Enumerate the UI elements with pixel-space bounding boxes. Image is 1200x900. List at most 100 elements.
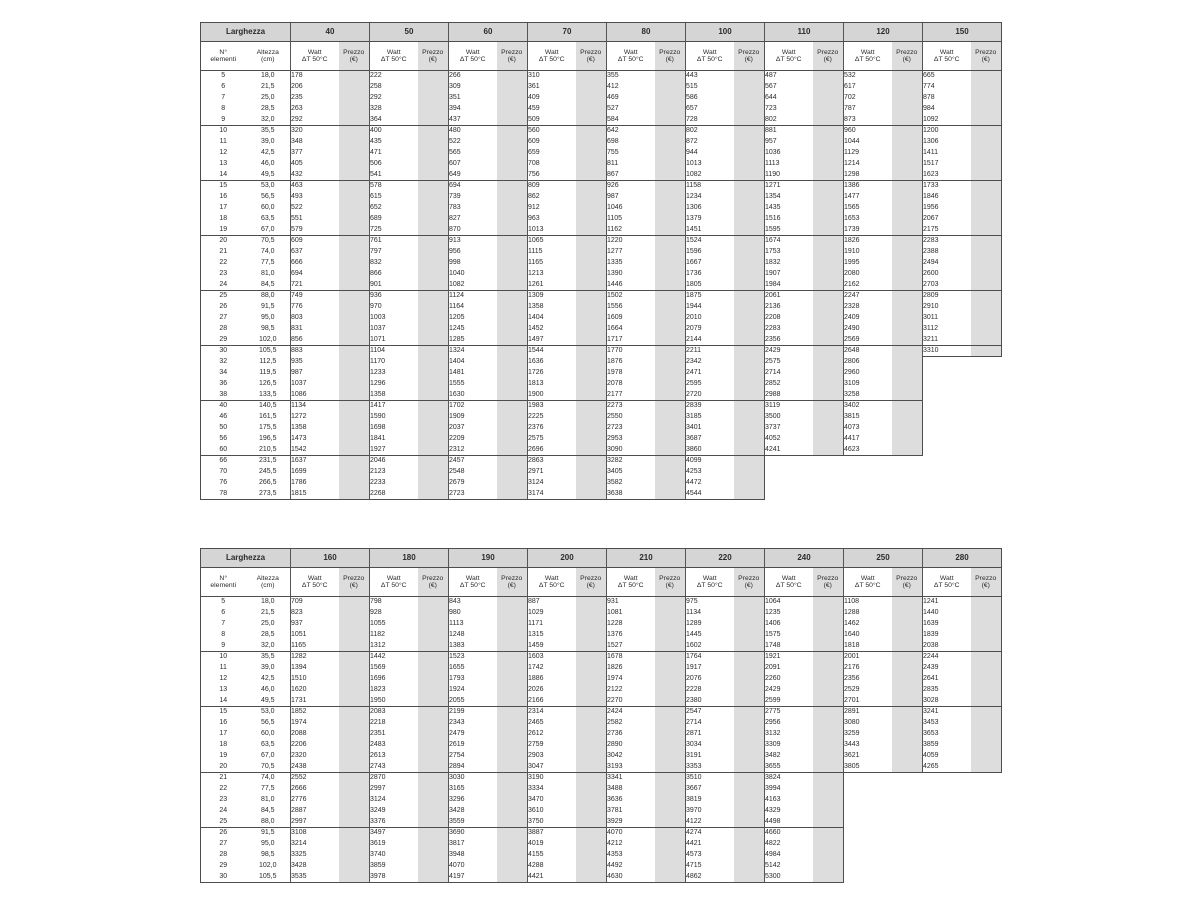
watt-cell: 1312 (369, 640, 418, 652)
table-row: 15 53,0 1852 2083 2199 2314 2424 2547 2775 2891 32… (200, 706, 1002, 718)
watt-cell: 609 (527, 136, 576, 148)
watt-cell: 3108 (290, 827, 339, 839)
prezzo-cell (338, 136, 370, 148)
prezzo-cell (891, 191, 923, 203)
altezza-cell: 56,5 (260, 719, 275, 727)
prezzo-cell (970, 103, 1002, 115)
prezzo-cell (575, 191, 607, 203)
prezzo-cell (654, 202, 686, 214)
watt-cell: 394 (448, 103, 497, 115)
watt-cell: 1839 (922, 629, 971, 641)
watt-cell: 1235 (764, 607, 813, 619)
watt-cell: 4052 (764, 433, 813, 445)
prezzo-cell (970, 717, 1002, 729)
prezzo-cell (812, 378, 844, 390)
empty-region (765, 489, 813, 500)
watt-cell: 3193 (606, 761, 655, 773)
prezzo-cell (575, 389, 607, 401)
watt-cell: 348 (290, 136, 339, 148)
prezzo-cell (338, 301, 370, 313)
watt-cell: 3819 (685, 794, 734, 806)
altezza-cell: 28,5 (260, 105, 275, 113)
empty-region (765, 478, 813, 489)
watt-cell: 1277 (606, 246, 655, 258)
prezzo-cell (575, 488, 607, 500)
elementi-cell: 19 (200, 224, 246, 236)
prezzo-cell (891, 125, 923, 137)
prezzo-cell (338, 378, 370, 390)
empty-region (844, 839, 892, 850)
watt-cell: 1394 (290, 662, 339, 674)
watt-cell: 1214 (843, 158, 892, 170)
prezzo-cell (733, 125, 765, 137)
watt-cell: 2356 (764, 334, 813, 346)
watt-cell: 3030 (448, 772, 497, 784)
watt-cell: 1556 (606, 301, 655, 313)
width-header-220: 220 (685, 548, 765, 568)
table-row: 6 21,5 206 258 309 361 412 515 567 617 774 (200, 81, 1002, 93)
watt-column-header: Watt ΔT 50°C (606, 567, 655, 597)
watt-cell: 1086 (290, 389, 339, 401)
watt-cell: 866 (369, 268, 418, 280)
watt-cell: 1510 (290, 673, 339, 685)
prezzo-cell (575, 224, 607, 236)
prezzo-cell (733, 805, 765, 817)
prezzo-cell (417, 136, 449, 148)
watt-cell: 1876 (606, 356, 655, 368)
watt-cell: 912 (527, 202, 576, 214)
watt-cell: 2199 (448, 706, 497, 718)
prezzo-cell (575, 849, 607, 861)
prezzo-cell (575, 772, 607, 784)
prezzo-cell (812, 70, 844, 82)
watt-cell: 405 (290, 158, 339, 170)
watt-cell: 1569 (369, 662, 418, 674)
empty-region (971, 795, 1002, 806)
watt-cell: 361 (527, 81, 576, 93)
table-row: 14 49,5 432 541 649 756 867 1082 1190 1298 1623 (200, 169, 1002, 181)
prezzo-cell (812, 728, 844, 740)
elementi-cell: 21 (200, 772, 246, 784)
prezzo-cell (575, 411, 607, 423)
prezzo-cell (970, 728, 1002, 740)
watt-cell: 803 (290, 312, 339, 324)
watt-cell: 1917 (685, 662, 734, 674)
watt-cell: 2890 (606, 739, 655, 751)
watt-cell: 1164 (448, 301, 497, 313)
watt-cell: 2225 (527, 411, 576, 423)
table-row: 18 63,5 551 689 827 963 1105 1379 1516 1653 2067 (200, 213, 1002, 225)
empty-region (971, 839, 1002, 850)
table-row: 21 74,0 2552 2870 3030 3190 3341 3510 3824 (200, 772, 1002, 784)
watt-cell: 1517 (922, 158, 971, 170)
elementi-cell: 27 (200, 312, 246, 324)
prezzo-cell (733, 728, 765, 740)
elementi-cell: 10 (200, 125, 246, 137)
watt-cell: 926 (606, 180, 655, 192)
prezzo-cell (733, 684, 765, 696)
watt-cell: 1944 (685, 301, 734, 313)
prezzo-cell (891, 651, 923, 663)
prezzo-cell (891, 279, 923, 291)
elementi-cell: 6 (200, 81, 246, 93)
prezzo-cell (733, 695, 765, 707)
watt-cell: 1907 (764, 268, 813, 280)
watt-cell: 1113 (764, 158, 813, 170)
watt-cell: 739 (448, 191, 497, 203)
watt-cell: 3929 (606, 816, 655, 828)
elementi-cell: 18 (200, 739, 246, 751)
prezzo-cell (733, 455, 765, 467)
watt-cell: 2754 (448, 750, 497, 762)
prezzo-cell (338, 618, 370, 630)
prezzo-column-header: Prezzo (€) (812, 41, 844, 71)
watt-cell: 1664 (606, 323, 655, 335)
prezzo-cell (496, 400, 528, 412)
prezzo-cell (575, 334, 607, 346)
altezza-cell: 74,0 (245, 772, 291, 784)
watt-cell: 1983 (527, 400, 576, 412)
prezzo-cell (654, 70, 686, 82)
watt-cell: 2283 (764, 323, 813, 335)
prezzo-cell (733, 640, 765, 652)
watt-cell: 755 (606, 147, 655, 159)
watt-cell: 1815 (290, 488, 339, 500)
watt-cell: 3610 (527, 805, 576, 817)
